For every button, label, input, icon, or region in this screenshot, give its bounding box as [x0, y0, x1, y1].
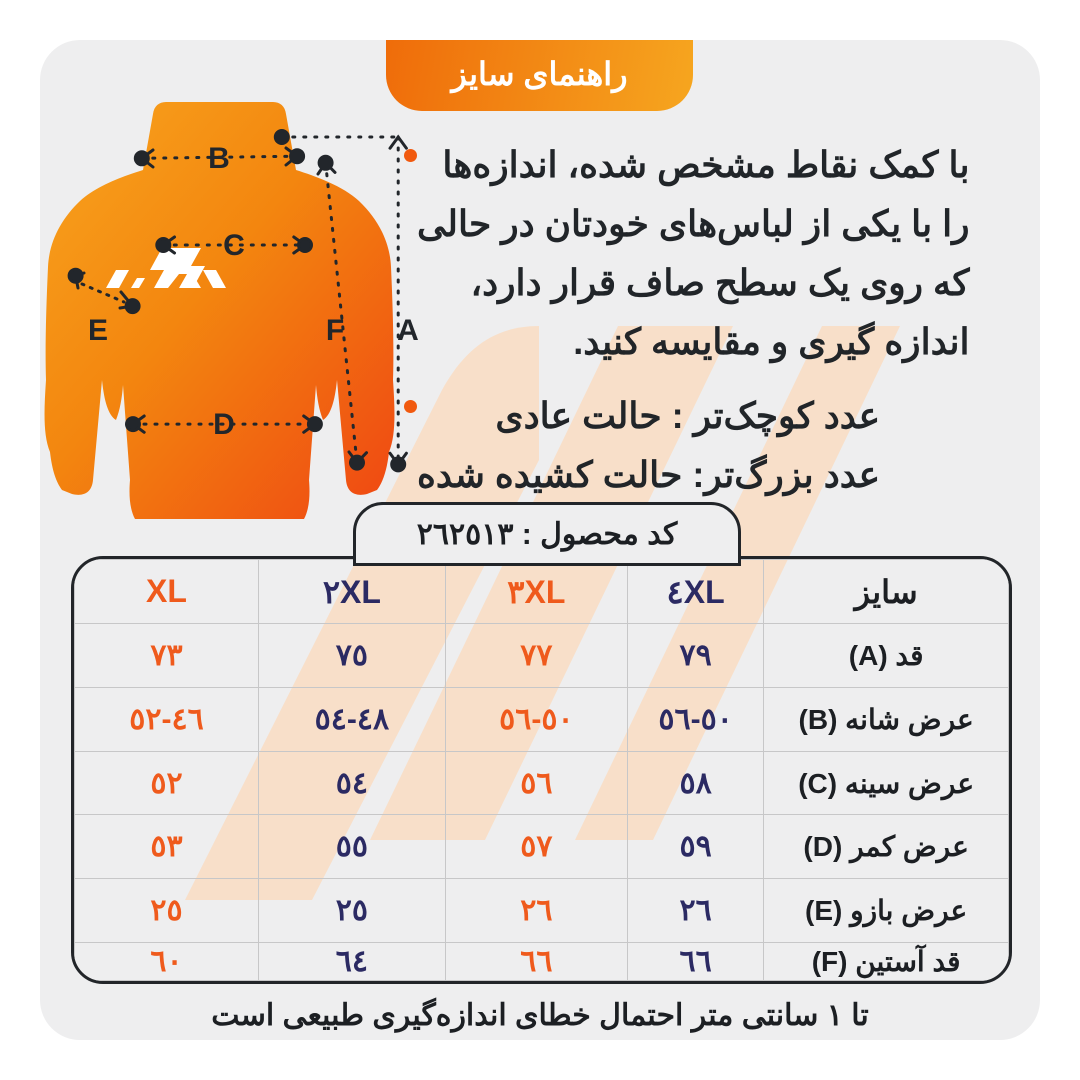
svg-text:B: B [208, 142, 230, 175]
svg-text:C: C [223, 229, 245, 262]
svg-text:F: F [326, 314, 344, 347]
svg-text:E: E [88, 314, 108, 347]
svg-text:D: D [213, 408, 235, 441]
